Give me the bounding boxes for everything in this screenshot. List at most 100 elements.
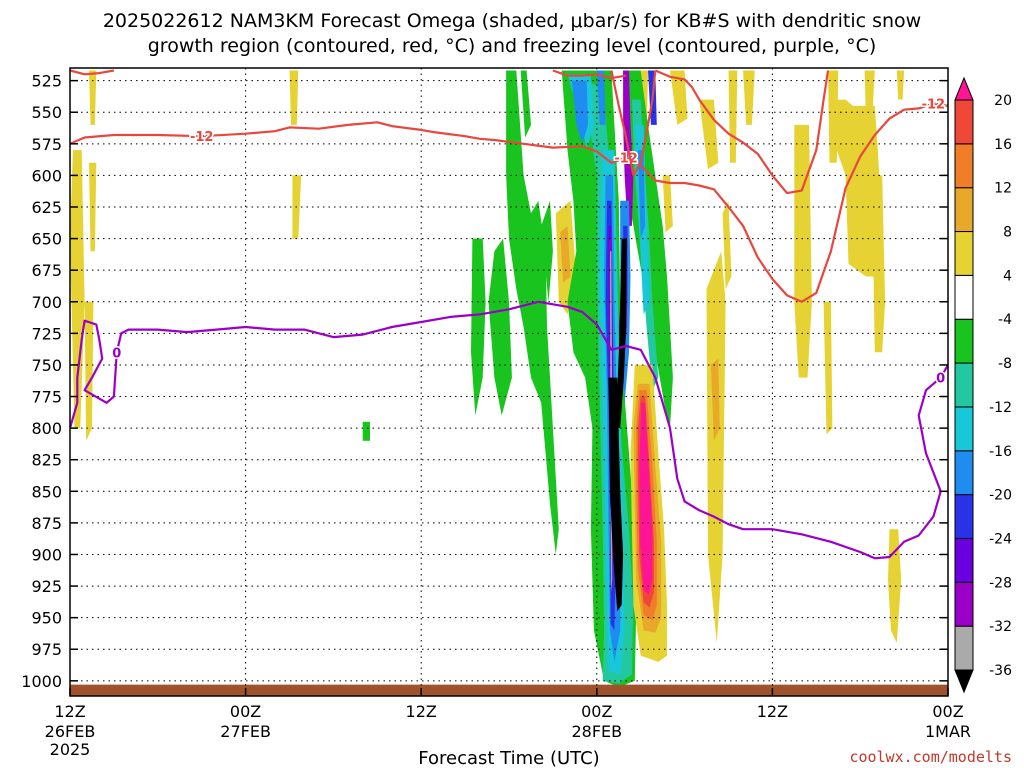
x-tick-label-5-line1: 00Z	[932, 702, 963, 721]
colorbar-swatch-4	[954, 494, 974, 539]
y-tick-label-11: 800	[31, 419, 62, 438]
omega-region-41	[637, 150, 646, 239]
colorbar-tick-label-0: -36	[989, 663, 1012, 679]
colorbar-tick-label-2: -28	[989, 575, 1012, 591]
y-axis-ticks: 525 550 575 600 625 650 675 700 725 750 775 800 825 8…	[21, 72, 948, 691]
colorbar-swatch-9	[954, 274, 974, 320]
chart-title-line-2: growth region (contoured, red, °C) and f…	[148, 35, 877, 57]
grid-lines	[70, 68, 948, 696]
y-tick-label-19: 1000	[21, 672, 62, 691]
y-tick-label-7: 700	[31, 293, 62, 312]
colorbar-tick-label-8: -4	[998, 312, 1012, 328]
omega-region-31	[541, 200, 553, 302]
colorbar-swatch-1	[954, 625, 974, 671]
omega-region-27	[471, 238, 486, 416]
dgz-contour-4	[610, 70, 657, 177]
frz-contour-label-5-1: 0	[936, 372, 945, 387]
omega-region-10	[670, 70, 688, 125]
omega-region-30	[520, 70, 531, 138]
colorbar-swatch-8	[954, 318, 974, 364]
omega-region-16	[743, 70, 755, 125]
omega-region-11	[699, 99, 719, 170]
colorbar-swatch-6	[954, 406, 974, 452]
colorbar-swatch-10	[954, 231, 974, 276]
y-tick-label-10: 775	[31, 388, 62, 407]
y-tick-label-12: 825	[31, 451, 62, 470]
x-tick-label-4-line1: 12Z	[757, 702, 788, 721]
x-tick-label-3-line2: 28FEB	[571, 722, 622, 741]
y-tick-label-6: 675	[31, 261, 62, 280]
y-tick-label-18: 975	[31, 640, 62, 659]
x-tick-label-2-line1: 12Z	[406, 702, 437, 721]
omega-region-58	[639, 402, 653, 595]
omega-region-22	[864, 70, 875, 125]
omega-region-3	[84, 301, 94, 441]
plot-area: -12 -12 -12 0 0	[70, 68, 948, 696]
dgz-contour-3	[654, 69, 830, 195]
colorbar-tick-label-7: -8	[998, 356, 1012, 372]
colorbar-swatch-3	[954, 537, 974, 583]
omega-region-17	[794, 124, 812, 378]
omega-region-20	[835, 99, 883, 277]
omega-region-21	[871, 175, 886, 353]
y-tick-label-17: 950	[31, 609, 62, 628]
frz-contour-5	[70, 300, 948, 560]
credit-text: coolwx.com/modelts	[849, 748, 1012, 766]
y-tick-label-3: 600	[31, 166, 62, 185]
y-tick-label-15: 900	[31, 545, 62, 564]
omega-region-4	[289, 70, 299, 125]
colorbar-swatch-11	[954, 187, 974, 233]
dgz-contour-1	[70, 69, 115, 76]
colorbar-swatch-2	[954, 581, 974, 627]
x-tick-label-0-line1: 12Z	[54, 702, 85, 721]
frz-contour-label-5-0: 0	[112, 346, 121, 361]
colorbar-tick-label-11: 12	[994, 181, 1012, 197]
colorbar-tick-label-3: -24	[989, 531, 1012, 547]
colorbar-swatch-5	[954, 450, 974, 496]
x-tick-label-5-line2: 1MAR	[925, 722, 971, 741]
dgz-contour-label-0-1: -12	[614, 152, 638, 167]
x-tick-label-3-line1: 00Z	[581, 702, 612, 721]
omega-region-19	[823, 301, 833, 435]
colorbar-tick-label-4: -20	[989, 488, 1012, 504]
x-tick-label-0-line3: 2025	[50, 740, 91, 759]
omega-region-7	[560, 225, 571, 283]
colorbar-swatch-7	[954, 362, 974, 408]
colorbar-tick-label-13: 20	[994, 93, 1012, 109]
x-tick-label-1-line2: 27FEB	[220, 722, 271, 741]
dgz-contour-label-0-0: -12	[190, 130, 214, 145]
colorbar-tick-label-1: -32	[989, 619, 1012, 635]
omega-region-28	[488, 238, 512, 416]
contour-lines: -12 -12 -12 0 0	[70, 69, 948, 560]
omega-region-15	[728, 70, 738, 163]
y-tick-label-9: 750	[31, 356, 62, 375]
y-tick-label-14: 875	[31, 514, 62, 533]
colorbar-tick-label-9: 4	[1003, 268, 1012, 284]
x-tick-label-0-line2: 26FEB	[45, 722, 96, 741]
colorbar-tick-label-5: -16	[989, 444, 1012, 460]
colorbar-tick-label-6: -12	[989, 400, 1012, 416]
omega-region-0	[70, 150, 85, 429]
colorbar-tick-label-10: 8	[1003, 225, 1012, 241]
omega-region-18	[828, 70, 839, 163]
omega-region-49	[608, 377, 624, 612]
y-tick-label-4: 625	[31, 198, 62, 217]
y-tick-label-13: 850	[31, 482, 62, 501]
omega-region-23	[896, 70, 905, 100]
omega-region-26	[362, 421, 370, 441]
chart-title-line-1: 2025022612 NAM3KM Forecast Omega (shaded…	[103, 10, 921, 32]
omega-region-14	[722, 200, 732, 290]
dgz-contour-0	[70, 102, 948, 303]
omega-region-39	[571, 80, 588, 144]
colorbar-tick-label-12: 16	[994, 137, 1012, 153]
y-tick-label-2: 575	[31, 135, 62, 154]
omega-region-1	[89, 70, 97, 125]
colorbar-swatch-14	[954, 76, 974, 101]
y-tick-label-8: 725	[31, 324, 62, 343]
y-tick-label-0: 525	[31, 72, 62, 91]
x-tick-label-1-line1: 00Z	[230, 702, 261, 721]
x-axis-label: Forecast Time (UTC)	[418, 748, 599, 768]
omega-shading	[70, 70, 905, 688]
